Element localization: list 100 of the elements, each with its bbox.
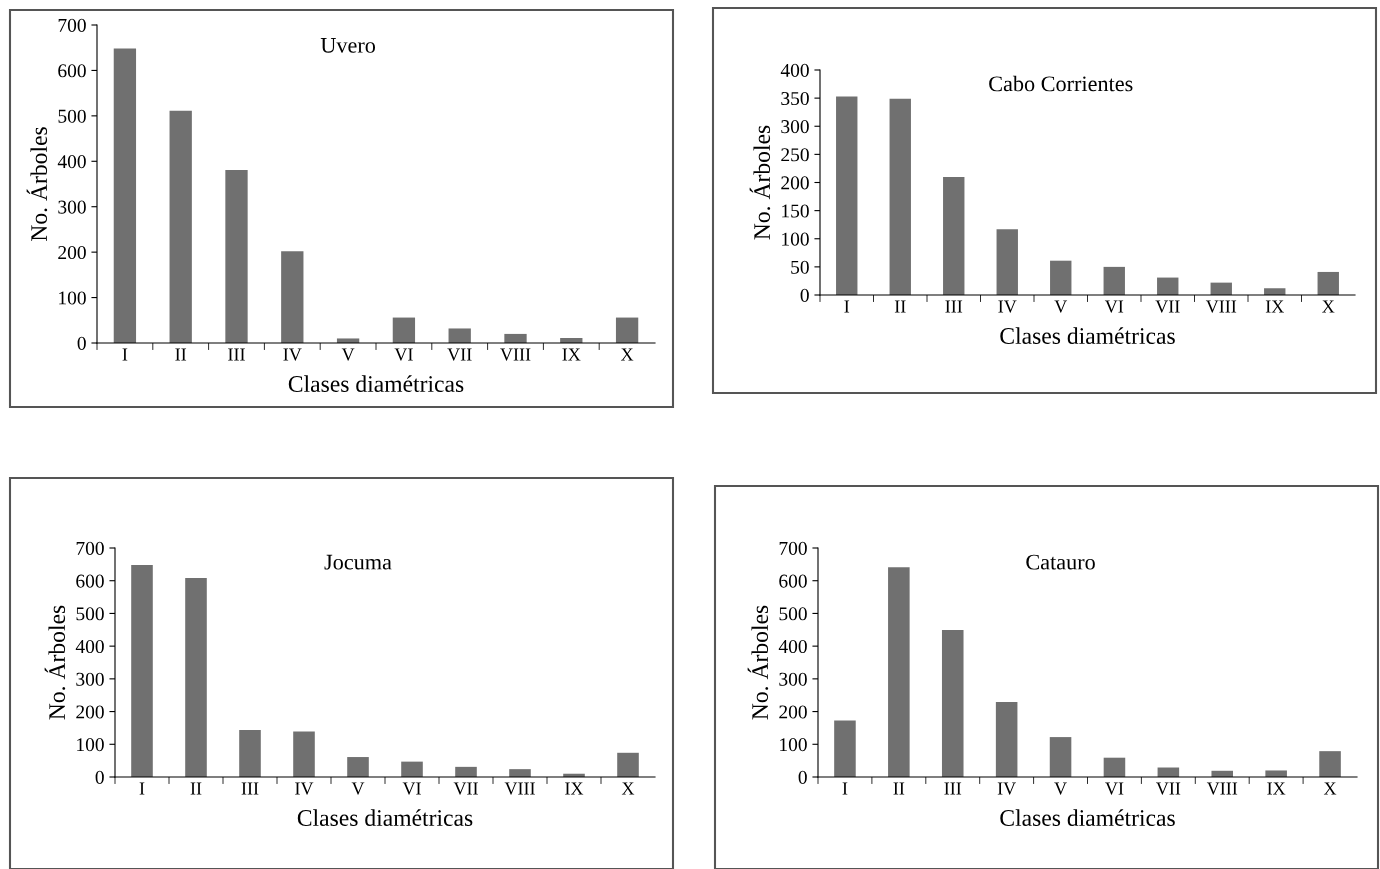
y-tick-label: 300 [779, 672, 807, 686]
bar [617, 752, 639, 777]
x-tick-label: VIII [1206, 782, 1238, 795]
bar [401, 761, 423, 777]
bar [941, 630, 964, 777]
bar [239, 729, 261, 777]
bar [834, 720, 856, 777]
x-tick-label: X [1323, 782, 1337, 795]
bar [1103, 266, 1125, 295]
x-tick-label: IX [565, 782, 584, 795]
x-tick-label: III [944, 782, 962, 795]
bar [293, 731, 315, 777]
x-tick-label: IV [295, 782, 314, 795]
x-tick-label: I [844, 300, 850, 313]
y-axis-title: No. Árboles [26, 127, 48, 242]
bar [169, 110, 192, 343]
x-tick-label: VIII [500, 348, 531, 361]
x-tick-label: II [175, 348, 187, 361]
y-tick-label: 400 [75, 639, 104, 654]
x-axis-title: Clases diamétricas [288, 375, 464, 392]
y-tick-label: 100 [782, 232, 809, 246]
y-tick-label: 400 [57, 155, 86, 169]
x-tick-label: VI [394, 348, 413, 361]
x-tick-label: I [122, 348, 128, 361]
x-tick-label: IV [998, 300, 1017, 313]
x-axis-title: Clases diamétricas [297, 809, 473, 826]
x-tick-label: X [621, 782, 635, 795]
bar [392, 317, 416, 343]
x-tick-label: VI [402, 782, 421, 795]
x-tick-label: II [190, 782, 202, 795]
y-tick-label: 50 [791, 260, 809, 274]
bar [131, 565, 153, 777]
x-tick-label: VIII [1205, 300, 1237, 313]
y-tick-label: 350 [781, 91, 809, 106]
y-tick-label: 200 [779, 705, 807, 719]
y-tick-label: 200 [58, 245, 86, 260]
x-tick-label: X [1322, 300, 1335, 313]
chart-title: Uvero [320, 38, 376, 53]
x-tick-label: VII [1156, 782, 1181, 795]
bar [889, 98, 911, 295]
bar [504, 333, 527, 343]
x-tick-label: IV [283, 348, 302, 361]
bar [615, 317, 639, 343]
bar [1103, 757, 1126, 777]
y-tick-label: 600 [58, 64, 86, 78]
x-tick-label: IX [562, 348, 581, 361]
y-tick-label: 400 [780, 63, 809, 77]
bar [281, 251, 304, 343]
y-tick-label: 0 [800, 288, 809, 302]
x-tick-label: IX [1265, 300, 1284, 313]
bar [836, 96, 858, 295]
x-tick-label: II [893, 782, 905, 795]
bar [1049, 737, 1072, 777]
x-tick-label: VI [1105, 782, 1124, 795]
y-axis-title: No. Árboles [44, 605, 66, 720]
y-tick-label: 100 [59, 291, 86, 305]
bar [1157, 277, 1179, 295]
y-axis-title: No. Árboles [747, 605, 769, 720]
x-tick-label: V [1054, 300, 1068, 313]
x-tick-label: III [241, 782, 259, 795]
y-tick-label: 100 [780, 738, 807, 752]
y-tick-label: 250 [781, 148, 809, 162]
x-tick-label: V [351, 782, 365, 795]
x-tick-label: V [1054, 782, 1067, 795]
bar [225, 169, 248, 343]
x-tick-label: X [620, 348, 634, 361]
y-tick-label: 500 [779, 607, 807, 621]
x-axis-title: Clases diamétricas [1000, 809, 1175, 826]
y-tick-label: 500 [58, 109, 86, 123]
y-tick-label: 0 [77, 336, 86, 350]
x-tick-label: VII [453, 782, 478, 795]
bar [943, 176, 965, 295]
x-tick-label: II [894, 300, 906, 313]
y-tick-label: 300 [781, 120, 809, 134]
bar [996, 229, 1018, 295]
bar [448, 328, 471, 343]
x-tick-label: I [842, 782, 848, 795]
bar [995, 702, 1018, 777]
bar [113, 48, 137, 343]
x-tick-label: VII [1155, 300, 1180, 313]
x-tick-label: V [341, 348, 355, 361]
x-tick-label: III [945, 300, 963, 313]
bar [888, 567, 910, 777]
y-tick-label: 400 [778, 639, 807, 654]
x-axis-title: Clases diamétricas [1000, 327, 1175, 344]
x-tick-label: III [228, 348, 245, 361]
chart-title: Catauro [1026, 554, 1095, 570]
y-tick-label: 500 [76, 607, 104, 621]
bar [509, 769, 531, 777]
bar [185, 578, 207, 777]
y-tick-label: 700 [76, 541, 104, 555]
chart-title: Cabo Corrientes [989, 75, 1133, 92]
bar [1319, 751, 1341, 777]
bar [1265, 770, 1287, 777]
y-tick-label: 600 [779, 574, 807, 588]
y-axis-title: No. Árboles [749, 125, 771, 240]
x-tick-label: VIII [504, 782, 535, 795]
chart-title: Jocuma [324, 554, 392, 570]
y-tick-label: 600 [76, 574, 104, 588]
y-tick-label: 300 [58, 200, 86, 214]
